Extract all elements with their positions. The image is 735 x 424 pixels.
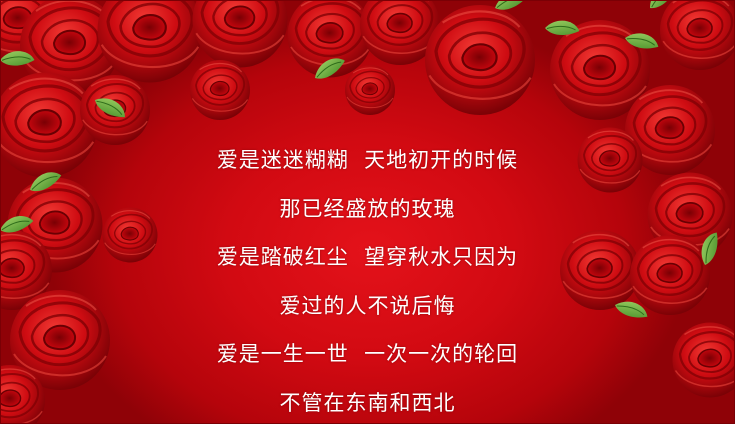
rose bbox=[191, 0, 289, 69]
rose bbox=[423, 3, 537, 117]
poem-line: 那已经盛放的玫瑰 bbox=[279, 196, 456, 221]
poem-line: 爱是一生一世 一次一次的轮回 bbox=[216, 342, 519, 366]
rose bbox=[95, 0, 205, 85]
poem-line: 不管在东南和西北 bbox=[279, 390, 456, 415]
poem-line: 爱是踏破红尘 望穿秋水只因为 bbox=[216, 245, 519, 269]
poem-line: 爱是迷迷糊糊 天地初开的时候 bbox=[216, 148, 519, 172]
poem-line: 爱过的人不说后悔 bbox=[279, 293, 456, 318]
rose bbox=[344, 64, 396, 116]
rose bbox=[658, 0, 735, 72]
rose bbox=[189, 59, 251, 121]
poem-text: 爱是迷迷糊糊 天地初开的时候 那已经盛放的玫瑰 爱是踏破红尘 望穿秋水只因为 爱… bbox=[0, 140, 735, 424]
